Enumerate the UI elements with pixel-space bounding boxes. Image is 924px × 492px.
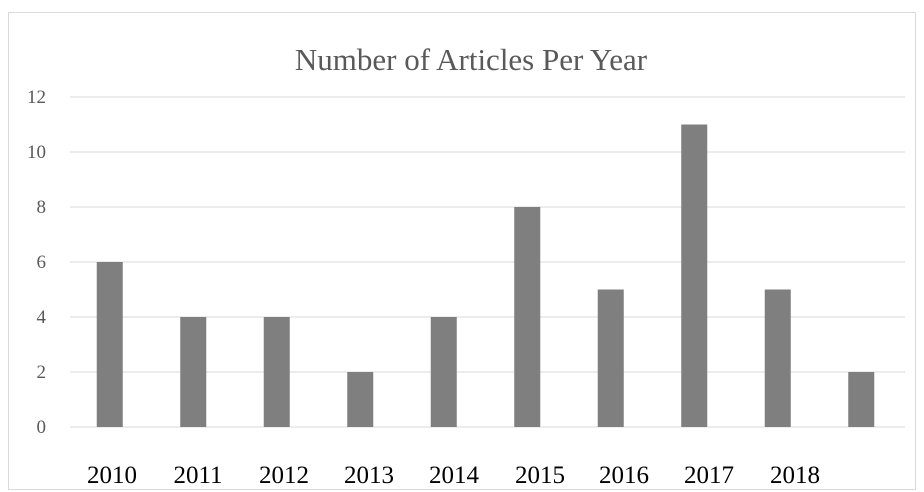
x-tick-label: 2011 <box>173 462 222 489</box>
x-tick-label: 2017 <box>684 462 734 489</box>
bar <box>180 317 207 427</box>
bar <box>347 372 374 427</box>
y-tick-label: 12 <box>27 87 46 108</box>
y-tick-label: 2 <box>37 362 47 383</box>
bar <box>681 124 708 427</box>
bars <box>96 124 875 427</box>
y-axis-tick-labels: 0 2 4 6 8 10 12 <box>27 87 47 438</box>
bar <box>597 289 624 427</box>
y-tick-label: 10 <box>27 142 46 163</box>
x-axis-tick-labels: 2010 2011 2012 2013 2014 2015 2016 2017 2018 <box>87 462 820 489</box>
bar <box>96 262 123 427</box>
x-tick-label: 2013 <box>344 462 394 489</box>
x-tick-label: 2010 <box>87 462 137 489</box>
chart-title: Number of Articles Per Year <box>295 42 648 77</box>
y-tick-label: 8 <box>37 197 47 218</box>
bar <box>514 207 541 427</box>
bar <box>848 372 875 427</box>
y-tick-label: 4 <box>37 307 47 328</box>
bar <box>263 317 290 427</box>
y-tick-label: 0 <box>37 417 47 438</box>
x-tick-label: 2018 <box>770 462 820 489</box>
x-tick-label: 2015 <box>515 462 565 489</box>
x-tick-label: 2012 <box>259 462 309 489</box>
bar <box>430 317 457 427</box>
x-tick-label: 2016 <box>599 462 649 489</box>
x-tick-label: 2014 <box>429 462 480 489</box>
bar <box>764 289 791 427</box>
y-tick-label: 6 <box>37 252 47 273</box>
chart-frame <box>8 12 916 490</box>
